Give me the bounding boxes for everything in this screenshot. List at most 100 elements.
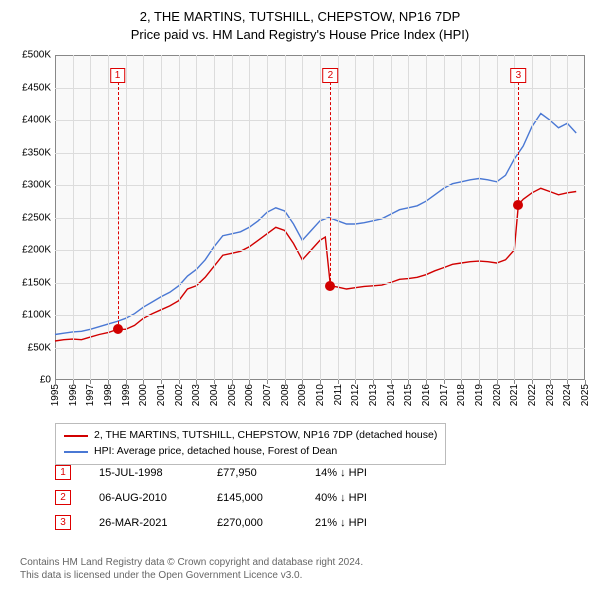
sales-badge: 2	[55, 490, 71, 505]
sales-diff: 40% ↓ HPI	[315, 492, 385, 504]
sales-price: £77,950	[217, 467, 287, 479]
series-hpi	[55, 114, 576, 335]
legend-row-price: 2, THE MARTINS, TUTSHILL, CHEPSTOW, NP16…	[64, 428, 437, 444]
x-axis-label: 2008	[280, 384, 291, 406]
y-axis-label: £300K	[22, 180, 55, 191]
x-axis-label: 2020	[492, 384, 503, 406]
x-axis-label: 2025	[580, 384, 591, 406]
x-axis-label: 1997	[85, 384, 96, 406]
x-gridline	[444, 55, 445, 380]
x-gridline	[373, 55, 374, 380]
sales-row: 3 26-MAR-2021 £270,000 21% ↓ HPI	[55, 515, 385, 530]
x-gridline	[355, 55, 356, 380]
legend: 2, THE MARTINS, TUTSHILL, CHEPSTOW, NP16…	[55, 423, 446, 465]
x-gridline	[532, 55, 533, 380]
sales-row: 115-JUL-1998£77,95014% ↓ HPI	[55, 465, 385, 480]
x-axis-label: 1996	[68, 384, 79, 406]
chart-area: £0£50K£100K£150K£200K£250K£300K£350K£400…	[55, 55, 585, 380]
y-axis-label: £50K	[28, 342, 55, 353]
marker-label: 1	[110, 68, 126, 83]
legend-swatch	[64, 451, 88, 453]
x-gridline	[267, 55, 268, 380]
sales-price: £145,000	[217, 492, 287, 504]
x-axis-label: 1995	[50, 384, 61, 406]
x-gridline	[108, 55, 109, 380]
x-axis-label: 2001	[156, 384, 167, 406]
x-axis-label: 2002	[174, 384, 185, 406]
y-axis-label: £400K	[22, 115, 55, 126]
y-axis-label: £500K	[22, 50, 55, 61]
sales-date: 26-MAR-2021	[99, 517, 189, 529]
footer-line: Contains HM Land Registry data © Crown c…	[20, 556, 363, 569]
x-axis-label: 2013	[368, 384, 379, 406]
x-gridline	[232, 55, 233, 380]
sales-date: 06-AUG-2010	[99, 492, 189, 504]
x-axis-label: 2007	[262, 384, 273, 406]
x-gridline	[302, 55, 303, 380]
x-gridline	[320, 55, 321, 380]
sales-badge: 1	[55, 465, 71, 480]
x-gridline	[73, 55, 74, 380]
x-gridline	[497, 55, 498, 380]
x-axis-label: 2018	[456, 384, 467, 406]
x-axis-label: 2021	[509, 384, 520, 406]
x-gridline	[338, 55, 339, 380]
x-gridline	[391, 55, 392, 380]
x-gridline	[214, 55, 215, 380]
x-axis-label: 2010	[315, 384, 326, 406]
legend-swatch	[64, 435, 88, 437]
x-gridline	[426, 55, 427, 380]
legend-label: HPI: Average price, detached house, Fore…	[94, 444, 337, 460]
x-gridline	[179, 55, 180, 380]
x-gridline	[196, 55, 197, 380]
x-gridline	[126, 55, 127, 380]
x-axis-label: 2014	[386, 384, 397, 406]
title-address: 2, THE MARTINS, TUTSHILL, CHEPSTOW, NP16…	[0, 8, 600, 26]
x-axis-label: 2015	[403, 384, 414, 406]
sales-diff: 21% ↓ HPI	[315, 517, 385, 529]
sales-row: 2 06-AUG-2010 £145,000 40% ↓ HPI	[55, 490, 385, 505]
marker-dot	[513, 200, 523, 210]
x-gridline	[161, 55, 162, 380]
title-subtitle: Price paid vs. HM Land Registry's House …	[0, 26, 600, 44]
marker-label: 3	[511, 68, 527, 83]
x-axis-label: 2024	[562, 384, 573, 406]
x-axis-label: 2022	[527, 384, 538, 406]
x-axis-label: 2005	[227, 384, 238, 406]
marker-dot	[325, 281, 335, 291]
chart-container: 2, THE MARTINS, TUTSHILL, CHEPSTOW, NP16…	[0, 0, 600, 590]
x-axis-label: 2012	[350, 384, 361, 406]
y-axis-label: £150K	[22, 277, 55, 288]
marker-line	[118, 82, 119, 329]
footer-line: This data is licensed under the Open Gov…	[20, 569, 363, 582]
sales-table: 115-JUL-1998£77,95014% ↓ HPI206-AUG-2010…	[55, 465, 385, 540]
x-gridline	[90, 55, 91, 380]
legend-label: 2, THE MARTINS, TUTSHILL, CHEPSTOW, NP16…	[94, 428, 437, 444]
x-gridline	[567, 55, 568, 380]
x-axis-label: 2004	[209, 384, 220, 406]
sales-badge: 3	[55, 515, 71, 530]
marker-label: 2	[323, 68, 339, 83]
sales-price: £270,000	[217, 517, 287, 529]
footer: Contains HM Land Registry data © Crown c…	[20, 556, 363, 582]
marker-line	[518, 82, 519, 205]
y-axis-label: £200K	[22, 245, 55, 256]
x-axis-label: 1999	[121, 384, 132, 406]
x-gridline	[461, 55, 462, 380]
sales-diff: 14% ↓ HPI	[315, 467, 385, 479]
x-axis-label: 2016	[421, 384, 432, 406]
y-axis-label: £250K	[22, 212, 55, 223]
x-gridline	[479, 55, 480, 380]
x-gridline	[285, 55, 286, 380]
x-axis-label: 2000	[138, 384, 149, 406]
x-axis-label: 2003	[191, 384, 202, 406]
marker-dot	[113, 324, 123, 334]
x-axis-label: 1998	[103, 384, 114, 406]
series-price_paid	[55, 188, 576, 341]
x-gridline	[550, 55, 551, 380]
y-axis-label: £450K	[22, 82, 55, 93]
x-gridline	[408, 55, 409, 380]
x-gridline	[143, 55, 144, 380]
y-axis-label: £100K	[22, 310, 55, 321]
legend-row-hpi: HPI: Average price, detached house, Fore…	[64, 444, 437, 460]
